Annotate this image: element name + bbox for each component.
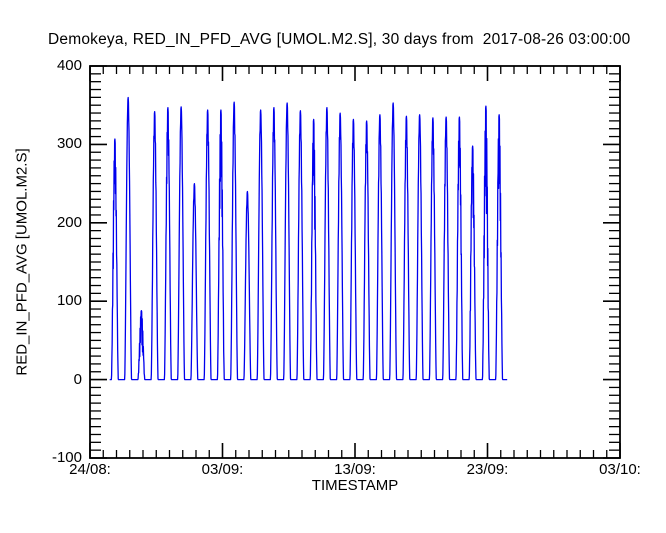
y-tick-label: 300	[56, 135, 82, 153]
y-tick-label: 200	[56, 213, 82, 231]
y-tick-label: 400	[56, 57, 82, 74]
x-tick-label: 13/09:	[334, 461, 376, 478]
x-tick-label: 03/10:	[599, 461, 641, 478]
chart-title: Demokeya, RED_IN_PFD_AVG [UMOL.M2.S], 30…	[48, 31, 631, 48]
y-tick-label: 0	[73, 370, 82, 388]
y-tick-label: -100	[51, 449, 82, 466]
data-line	[109, 96, 508, 381]
x-tick-label: 23/09:	[466, 461, 509, 478]
x-tick-label: 24/08:	[69, 461, 111, 478]
y-tick-label: 100	[56, 292, 82, 310]
y-axis-title: RED_IN_PFD_AVG [UMOL.M2.S]	[13, 148, 31, 376]
x-axis-title: TIMESTAMP	[311, 477, 399, 494]
x-tick-label: 03/09:	[201, 461, 244, 478]
